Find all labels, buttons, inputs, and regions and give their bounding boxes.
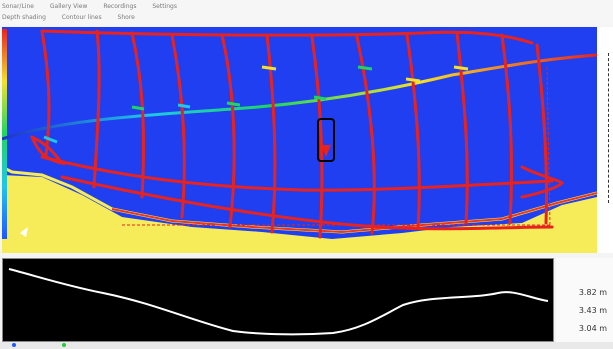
- depth-profile-chart: [2, 258, 554, 342]
- toolbar-item-shore[interactable]: Shore: [117, 14, 135, 21]
- track-right-end: [520, 165, 565, 199]
- track-main: [2, 53, 597, 141]
- track-outer-bottom: [40, 155, 554, 192]
- track-vertical-6: [265, 33, 277, 234]
- track-vertical-7: [310, 35, 324, 239]
- map-side-ruler: [597, 27, 613, 253]
- track-vertical-10: [455, 31, 469, 225]
- toolbar: Sonar/Line Gallery View Recordings Setti…: [0, 0, 613, 26]
- region-boundary: [122, 66, 551, 228]
- track-vertical-11: [500, 33, 514, 225]
- track-vertical-8: [355, 35, 376, 235]
- depth-scale-bar: [2, 29, 7, 239]
- track-vertical-2: [92, 29, 101, 189]
- map-canvas[interactable]: [2, 27, 597, 253]
- track-outer-top: [40, 29, 534, 45]
- depth-label-mid: 3.43 m: [578, 306, 607, 315]
- toolbar-row-bottom: Depth shading Contour lines Shore: [2, 14, 149, 22]
- track-vertical-9: [405, 33, 421, 229]
- toolbar-item-contour[interactable]: Contour lines: [61, 14, 102, 21]
- scale-bar: [608, 53, 610, 203]
- position-marker-green[interactable]: [62, 343, 66, 347]
- track-vertical-12: [535, 43, 548, 225]
- toolbar-item-gallery[interactable]: Gallery View: [49, 3, 88, 10]
- depth-label-top: 3.82 m: [578, 288, 607, 297]
- track-vertical-4: [170, 33, 186, 219]
- track-loop-left: [30, 135, 66, 166]
- map-view[interactable]: [2, 27, 597, 253]
- toolbar-item-sonar[interactable]: Sonar/Line: [2, 3, 34, 10]
- boat-icon: [317, 118, 335, 162]
- status-bar: [0, 342, 613, 349]
- depth-panel: 3.82 m 3.43 m 3.04 m: [556, 258, 613, 342]
- toolbar-item-recordings[interactable]: Recordings: [103, 3, 137, 10]
- position-marker-blue[interactable]: [12, 343, 16, 347]
- track-vertical-3: [130, 31, 146, 199]
- toolbar-item-depth-shading[interactable]: Depth shading: [2, 14, 46, 21]
- toolbar-item-settings[interactable]: Settings: [152, 3, 177, 10]
- depth-profile-line: [8, 268, 549, 336]
- depth-profile-canvas: [8, 268, 549, 336]
- shoreline-land: [2, 175, 597, 253]
- track-vertical-5: [220, 33, 236, 229]
- toolbar-row-top: Sonar/Line Gallery View Recordings Setti…: [2, 3, 191, 11]
- depth-label-bottom: 3.04 m: [578, 324, 607, 333]
- shore-waypoint-icon: [20, 227, 28, 237]
